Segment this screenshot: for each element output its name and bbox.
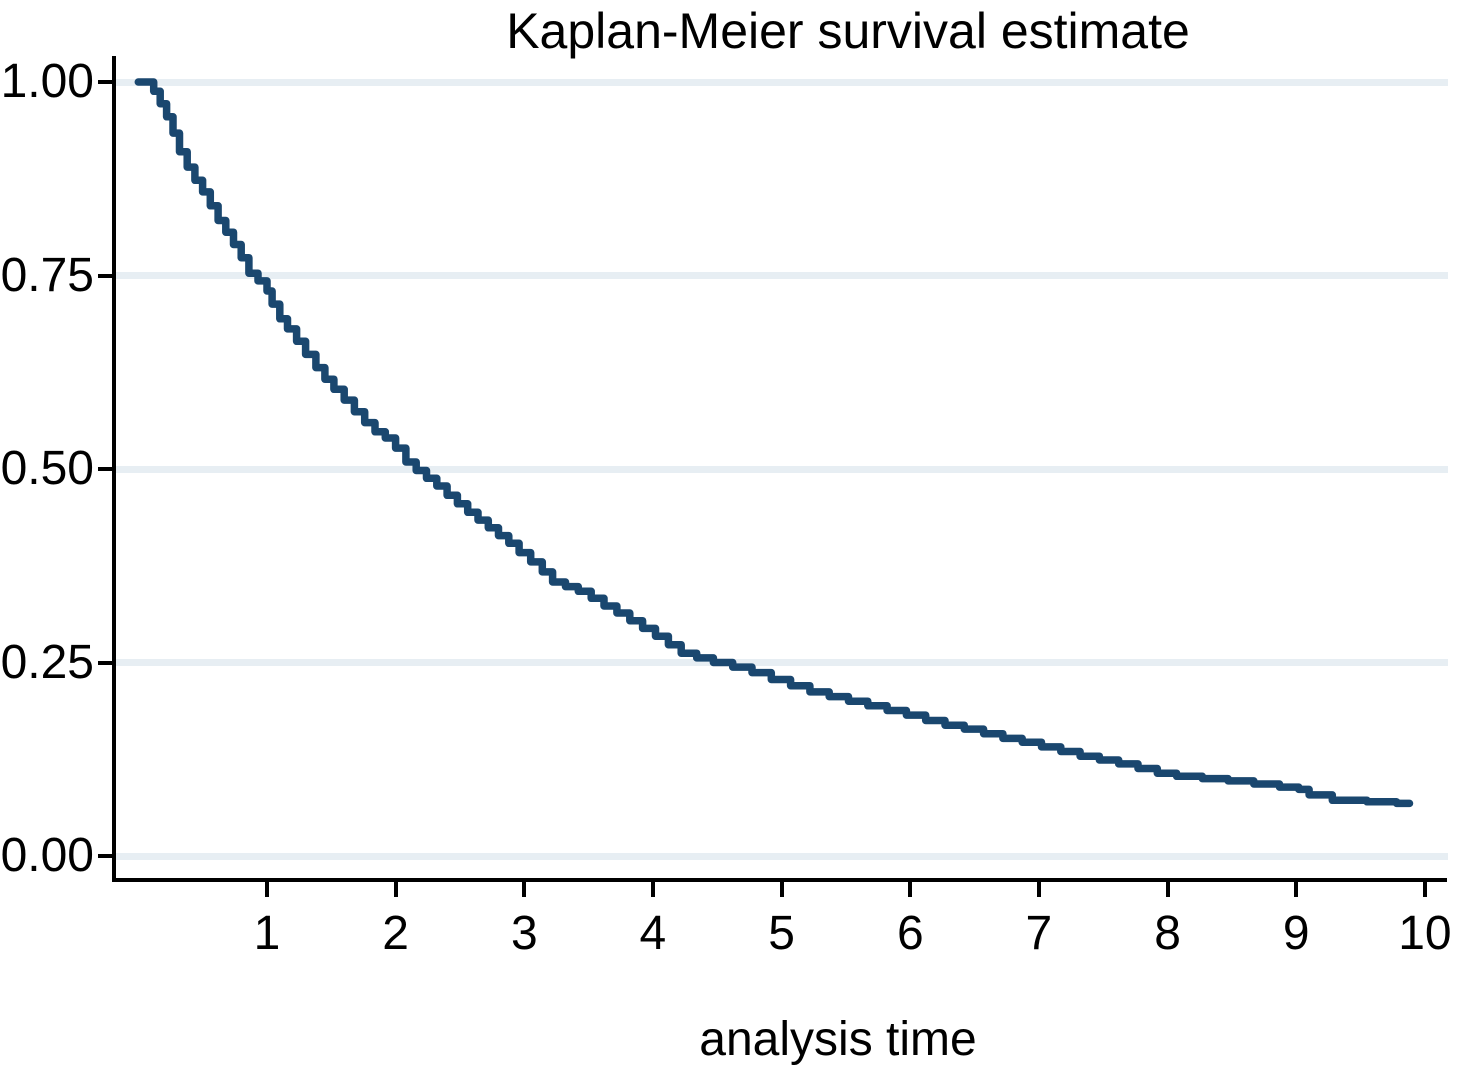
x-tick-label: 1 bbox=[253, 907, 281, 960]
x-tick-mark bbox=[779, 882, 784, 897]
x-tick-label: 2 bbox=[382, 907, 409, 960]
x-tick-mark bbox=[522, 882, 527, 897]
x-axis-line bbox=[112, 878, 1447, 882]
y-tick-label: 0.50 bbox=[0, 442, 94, 495]
x-tick-label: 8 bbox=[1154, 907, 1181, 960]
y-tick-label: 1.00 bbox=[0, 55, 94, 108]
x-tick-label: 6 bbox=[896, 907, 924, 960]
y-tick-mark bbox=[98, 273, 112, 278]
x-tick-mark bbox=[1165, 882, 1170, 897]
x-tick-mark bbox=[650, 882, 655, 897]
survival-curve bbox=[134, 78, 1414, 808]
y-axis-line bbox=[112, 56, 116, 882]
x-tick-label: 3 bbox=[510, 907, 538, 960]
x-tick-label: 4 bbox=[639, 907, 667, 960]
chart-title: Kaplan-Meier survival estimate bbox=[506, 3, 1190, 59]
x-tick-mark bbox=[1422, 882, 1427, 897]
y-tick-label: 0.25 bbox=[0, 635, 94, 689]
x-tick-mark bbox=[265, 882, 269, 897]
y-tick-mark bbox=[98, 660, 112, 665]
gridline-y-0.50 bbox=[116, 465, 1448, 473]
gridline-y-0.75 bbox=[116, 272, 1448, 279]
x-axis-title: analysis time bbox=[699, 1013, 977, 1066]
gridline-y-0.25 bbox=[116, 659, 1448, 666]
x-tick-label: 7 bbox=[1025, 907, 1053, 960]
y-tick-label: 0.75 bbox=[0, 248, 94, 302]
x-tick-label: 10 bbox=[1398, 907, 1452, 960]
y-tick-mark bbox=[98, 80, 112, 84]
y-tick-mark bbox=[98, 467, 112, 471]
x-tick-mark bbox=[908, 882, 913, 897]
x-tick-label: 9 bbox=[1282, 907, 1310, 960]
gridline-y-0.00 bbox=[116, 852, 1448, 860]
x-tick-mark bbox=[1294, 882, 1299, 897]
y-tick-label: 0.00 bbox=[0, 829, 94, 882]
x-tick-mark bbox=[1036, 882, 1041, 897]
y-tick-mark bbox=[98, 854, 112, 858]
x-tick-label: 5 bbox=[768, 907, 795, 960]
x-tick-mark bbox=[393, 882, 398, 897]
gridline-y-1.00 bbox=[116, 78, 1448, 86]
